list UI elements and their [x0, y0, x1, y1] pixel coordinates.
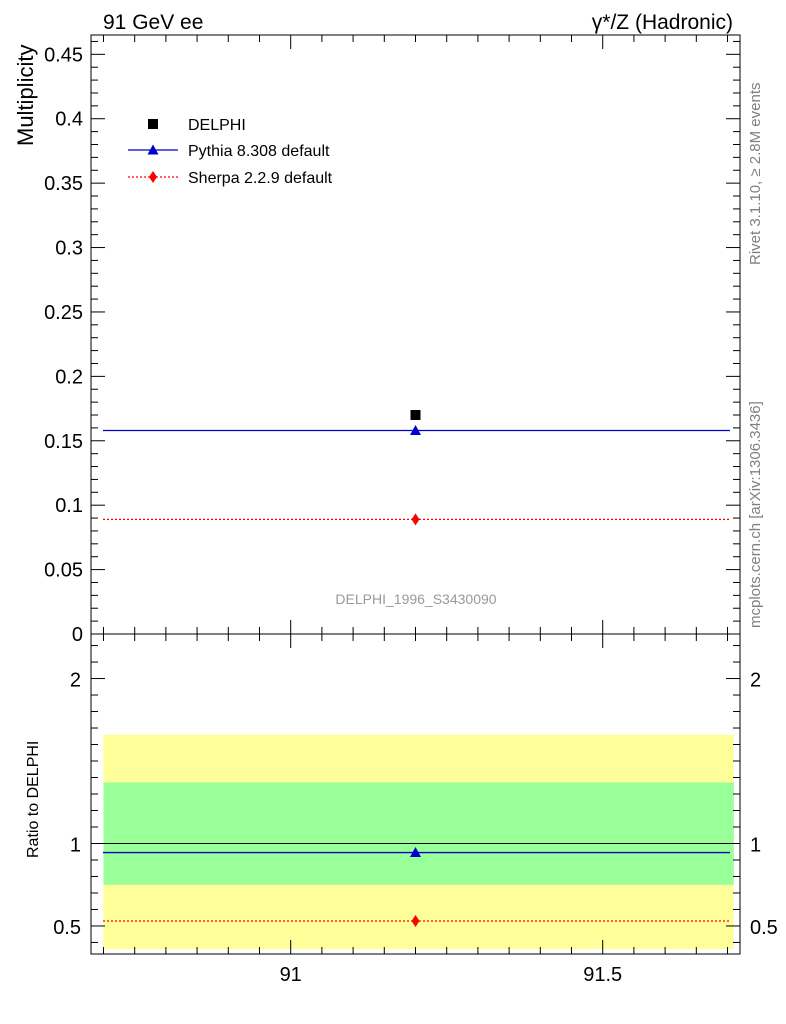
analysis-watermark: DELPHI_1996_S3430090 [335, 591, 496, 607]
sherpa-main-point [411, 513, 420, 526]
main-y-axis-title: Multiplicity [13, 45, 38, 146]
ratio-series [91, 842, 740, 928]
ratio-y-tick-label-right: 2 [750, 670, 761, 692]
ratio-axis-ticks: 0.5 0.5 1 1 2 2 91 91.5 [53, 634, 778, 986]
ratio-y-tick-label-left: 0.5 [53, 917, 81, 939]
main-y-tick-label: 0.05 [44, 560, 83, 582]
legend-label: Pythia 8.308 default [188, 143, 330, 160]
legend-marker-1 [147, 144, 159, 155]
legend-marker-2 [149, 171, 157, 183]
main-y-tick-label: 0.45 [44, 44, 83, 66]
ratio-y-tick-label-left: 2 [70, 670, 81, 692]
delphi-data-point [410, 410, 421, 421]
ratio-y-axis-title: Ratio to DELPHI [25, 741, 42, 858]
main-y-tick-label: 0.4 [55, 109, 83, 131]
main-y-tick-label: 0.2 [55, 366, 83, 388]
x-tick-label: 91.5 [583, 964, 622, 986]
legend-label: Sherpa 2.2.9 default [188, 170, 333, 187]
ratio-y-tick-label-right: 1 [750, 834, 761, 856]
main-y-tick-label: 0.1 [55, 495, 83, 517]
header-observable-label: γ*/Z (Hadronic) [592, 11, 733, 34]
pythia-ratio-point [410, 847, 421, 858]
main-series [103, 410, 730, 526]
x-tick-label: 91 [280, 964, 302, 986]
ratio-y-tick-label-left: 1 [70, 834, 81, 856]
ratio-band-inner [103, 782, 734, 885]
legend: DELPHI Pythia 8.308 default Sherpa 2.2.9 d… [128, 117, 333, 187]
sherpa-ratio-point [411, 915, 420, 928]
main-y-tick-label: 0 [72, 624, 83, 646]
rivet-version-label: Rivet 3.1.10, ≥ 2.8M events [747, 83, 764, 266]
main-y-tick-label: 0.25 [44, 302, 83, 324]
header-process-label: 91 GeV ee [103, 11, 203, 34]
main-y-tick-label: 0.15 [44, 431, 83, 453]
main-axis-ticks: 0 0.05 0.1 0.15 0.2 0.25 0.3 0.35 0.4 0.45 [44, 35, 740, 646]
ratio-uncertainty-bands [103, 734, 734, 950]
pythia-main-point [410, 424, 421, 435]
ratio-y-tick-label-right: 0.5 [750, 917, 778, 939]
legend-marker-0 [148, 119, 158, 129]
main-y-tick-label: 0.3 [55, 238, 83, 260]
main-y-tick-label: 0.35 [44, 173, 83, 195]
legend-label: DELPHI [188, 117, 246, 134]
mcplots-label: mcplots.cern.ch [arXiv:1306.3436] [747, 401, 764, 628]
